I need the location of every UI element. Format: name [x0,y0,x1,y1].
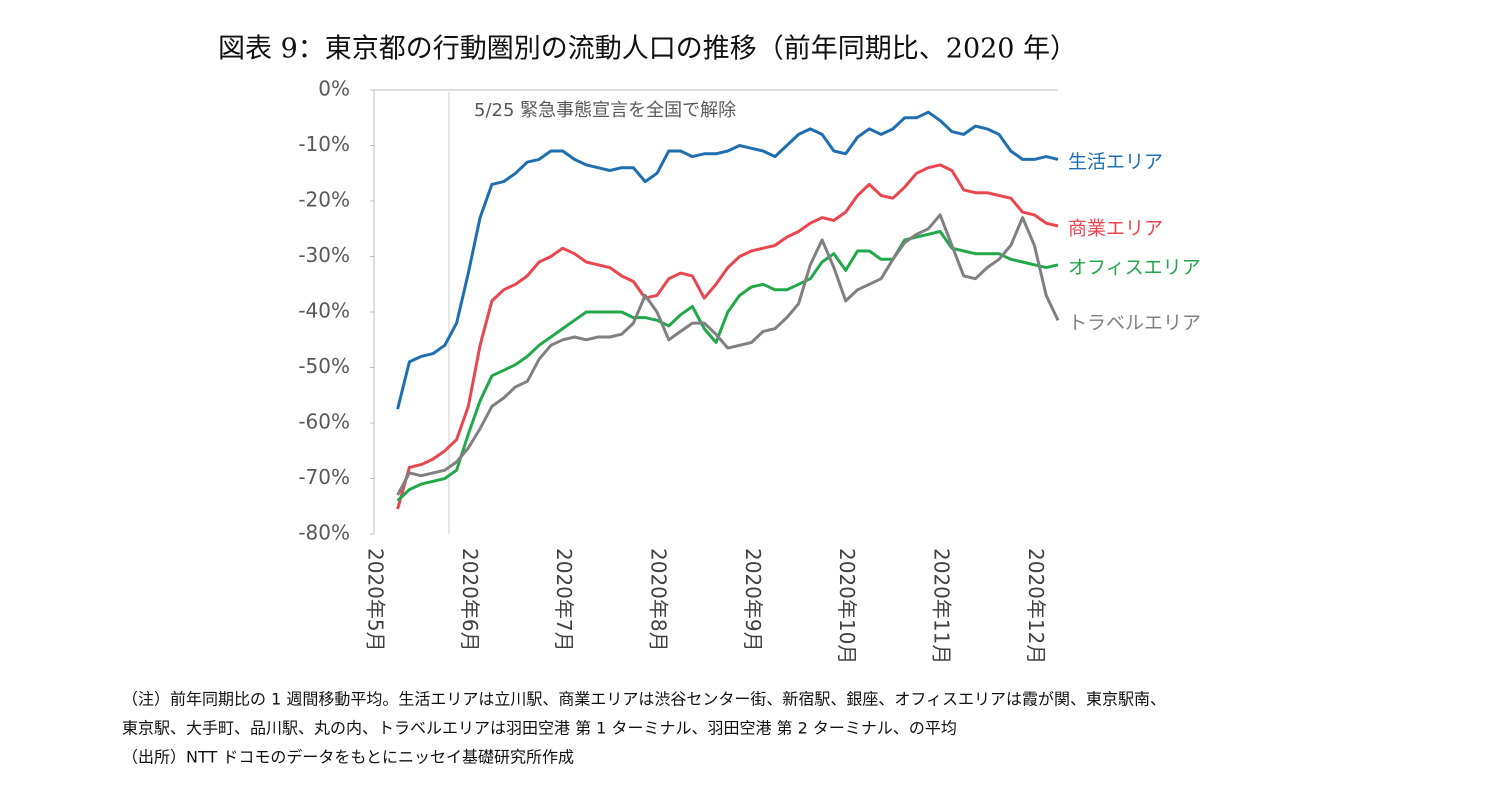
x-tick-label: 2020年7月 [552,548,576,652]
x-tick-label: 2020年6月 [458,548,482,652]
y-tick-label: -70% [298,465,350,489]
x-tick-label: 2020年12月 [1024,548,1048,664]
chart-title: 図表 9：東京都の行動圏別の流動人口の推移（前年同期比、2020 年） [218,34,1077,65]
series-label: オフィスエリア [1068,256,1201,278]
y-tick-label: 0% [318,77,350,101]
x-tick-label: 2020年9月 [741,548,765,652]
series-line [396,163,1059,510]
y-tick-label: -60% [298,410,350,434]
series-line [396,110,1059,410]
series-line [396,230,1059,502]
x-tick-label: 2020年10月 [835,548,859,664]
note: （注）前年同期比の 1 週間移動平均。生活エリアは立川駅、商業エリアは渋谷センタ… [122,690,1166,709]
x-tick-label: 2020年8月 [647,548,671,652]
y-tick-label: -50% [298,354,350,378]
y-tick-label: -40% [298,299,350,323]
y-tick-label: -30% [298,243,350,267]
y-tick-label: -20% [298,188,350,212]
note: （出所）NTT ドコモのデータをもとにニッセイ基礎研究所作成 [122,748,574,767]
series-label: 商業エリア [1068,217,1163,239]
y-tick-label: -10% [298,132,350,156]
x-tick-label: 2020年11月 [930,548,954,664]
annotation: 5/25 緊急事態宣言を全国で解除 [474,100,736,121]
note: 東京駅、大手町、品川駅、丸の内、トラベルエリアは羽田空港 第 1 ターミナル、羽… [122,719,957,738]
series-label: トラベルエリア [1068,312,1201,334]
series-line [396,213,1060,496]
y-tick-label: -80% [298,521,350,545]
x-tick-label: 2020年5月 [364,548,388,652]
series-label: 生活エリア [1068,151,1163,173]
